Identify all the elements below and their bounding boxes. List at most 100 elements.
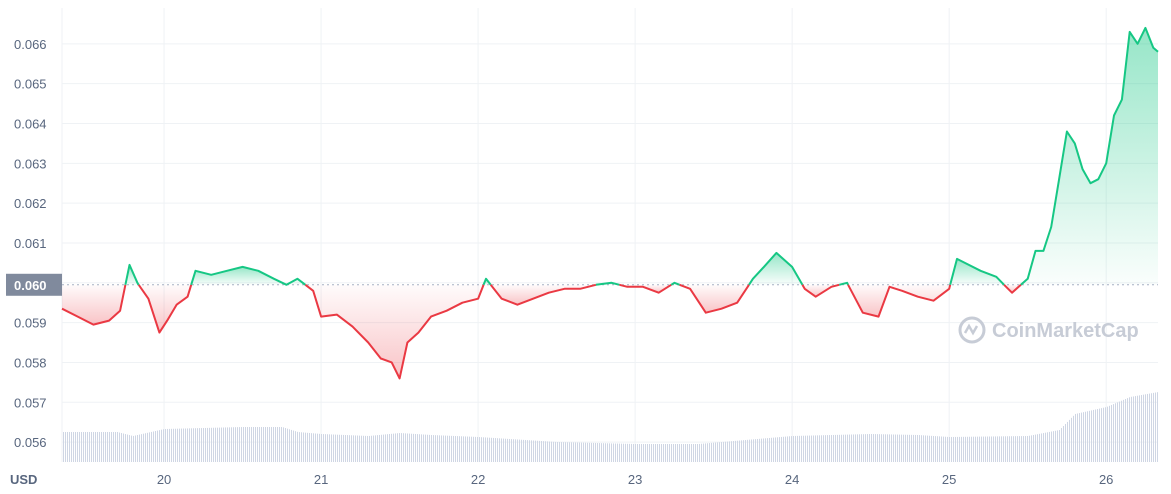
volume-bar	[311, 433, 312, 462]
volume-bar	[1113, 404, 1114, 462]
volume-bar	[1091, 410, 1092, 462]
volume-bar	[601, 443, 602, 462]
y-axis: 0.056 0.057 0.058 0.059 0.060 0.061 0.062 0.063…	[14, 37, 47, 450]
volume-bar	[869, 434, 870, 462]
volume-bar	[175, 428, 176, 462]
volume-bar	[117, 432, 118, 462]
volume-bar	[967, 436, 968, 462]
volume-bar	[861, 434, 862, 462]
volume-bar	[791, 436, 792, 462]
volume-bar	[207, 427, 208, 462]
volume-bar	[417, 434, 418, 462]
price-line-down	[619, 283, 672, 294]
volume-bar	[1005, 436, 1006, 462]
volume-bar	[105, 432, 106, 462]
volume-bar	[1145, 394, 1146, 462]
volume-bar	[483, 437, 484, 462]
volume-bar	[1143, 394, 1144, 462]
volume-bar	[73, 432, 74, 462]
x-tick-label: 26	[1099, 472, 1113, 487]
volume-bar	[235, 427, 236, 462]
volume-bar	[371, 435, 372, 462]
volume-bar	[657, 444, 658, 462]
volume-bar	[931, 435, 932, 462]
volume-bar	[497, 438, 498, 462]
volume-bar	[127, 434, 128, 462]
volume-bar	[621, 443, 622, 462]
volume-bar	[355, 435, 356, 462]
area-below-reference	[1004, 284, 1021, 293]
volume-bar	[989, 436, 990, 462]
volume-bar	[703, 443, 704, 462]
volume-bar	[487, 437, 488, 462]
volume-bar	[941, 436, 942, 462]
volume-bar	[663, 444, 664, 462]
y-tick-label: 0.059	[14, 316, 47, 331]
volume-bar	[673, 444, 674, 462]
area-below-reference	[679, 284, 749, 313]
volume-bar	[265, 427, 266, 462]
volume-bar	[715, 442, 716, 462]
volume-bar	[259, 427, 260, 462]
volume-bar	[921, 435, 922, 462]
volume-bar	[867, 434, 868, 462]
volume-bar	[71, 432, 72, 462]
volume-bar	[465, 436, 466, 462]
volume-bar	[675, 444, 676, 462]
volume-bar	[1087, 411, 1088, 462]
volume-bar	[511, 439, 512, 462]
volume-bar	[139, 434, 140, 462]
volume-bar	[203, 428, 204, 462]
volume-bar	[737, 440, 738, 462]
volume-bar	[1107, 406, 1108, 462]
volume-bar	[503, 438, 504, 462]
volume-bar	[785, 436, 786, 462]
volume-bar	[291, 429, 292, 462]
price-line-up	[670, 281, 680, 286]
volume-bar	[893, 434, 894, 462]
volume-bar	[991, 436, 992, 462]
volume-bar	[459, 436, 460, 462]
volume-bar	[577, 442, 578, 462]
volume-bar	[463, 436, 464, 462]
volume-bar	[365, 435, 366, 462]
volume-bar	[907, 434, 908, 462]
volume-bar	[957, 436, 958, 462]
volume-bar	[145, 433, 146, 462]
volume-bar	[405, 433, 406, 462]
volume-bar	[853, 434, 854, 462]
volume-bar	[491, 437, 492, 462]
volume-bar	[191, 428, 192, 462]
volume-bar	[461, 436, 462, 462]
volume-bar	[725, 441, 726, 462]
volume-bar	[849, 434, 850, 462]
volume-bar	[123, 433, 124, 462]
volume-bar	[319, 433, 320, 462]
volume-bar	[229, 427, 230, 462]
volume-bar	[293, 430, 294, 462]
volume-bar	[927, 435, 928, 462]
volume-bar	[307, 432, 308, 462]
volume-bar	[597, 443, 598, 462]
volume-bar	[875, 434, 876, 462]
volume-bar	[1079, 413, 1080, 462]
volume-bar	[891, 434, 892, 462]
volume-bar	[847, 434, 848, 462]
volume-bar	[137, 435, 138, 462]
volume-bar	[505, 438, 506, 462]
volume-bar	[1097, 409, 1098, 462]
volume-bar	[529, 440, 530, 462]
volume-bar	[841, 434, 842, 462]
volume-bar	[1115, 403, 1116, 462]
volume-bar	[681, 444, 682, 462]
volume-bar	[963, 436, 964, 462]
volume-bar	[87, 432, 88, 462]
area-above-reference	[1020, 27, 1158, 285]
volume-bar	[801, 435, 802, 462]
volume-bar	[741, 440, 742, 462]
volume-bar	[283, 427, 284, 462]
volume-bar	[565, 442, 566, 462]
volume-bar	[613, 443, 614, 462]
volume-bar	[637, 444, 638, 462]
